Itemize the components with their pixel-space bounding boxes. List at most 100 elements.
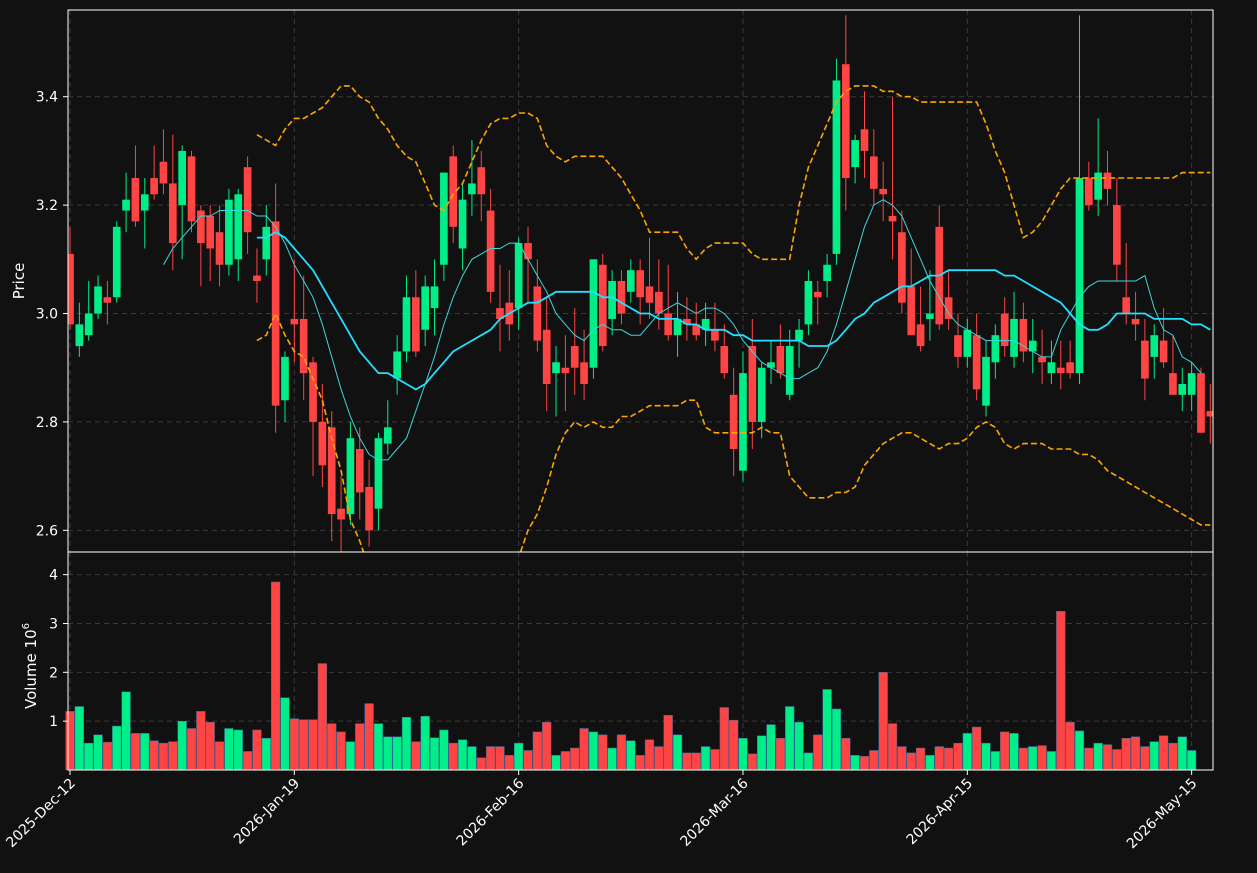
volume-bar (308, 719, 318, 771)
volume-bar (448, 742, 458, 771)
candle-body (1113, 205, 1121, 265)
price-tick-label: 3.2 (36, 198, 58, 214)
candle-body (1169, 373, 1177, 395)
candle-body (112, 226, 121, 298)
volume-bar (682, 752, 692, 771)
volume-bar (1168, 742, 1178, 771)
volume-bar (691, 752, 701, 771)
candle-body (598, 264, 607, 347)
volume-bar (280, 697, 290, 771)
volume-bar (831, 708, 842, 771)
volume-bar (420, 716, 430, 771)
price-tick-label: 3.4 (36, 90, 58, 106)
volume-bar (878, 672, 888, 771)
volume-bar (457, 739, 468, 771)
candle-body (561, 367, 570, 374)
candle-body (1028, 340, 1037, 352)
candle-body (982, 356, 990, 406)
volume-bar (747, 753, 757, 771)
volume-bar (598, 734, 608, 771)
volume-bar (355, 723, 365, 771)
volume-bar (121, 691, 131, 771)
volume-bar (1102, 744, 1113, 771)
volume-bar (140, 733, 150, 771)
volume-bar (1130, 736, 1141, 771)
volume-bar (242, 751, 253, 771)
candle-body (449, 156, 458, 227)
volume-bar (719, 707, 729, 771)
volume-bar (476, 757, 486, 771)
candle-body (533, 286, 542, 341)
candle-body (954, 335, 962, 357)
candle-body (711, 329, 719, 341)
candle-body (243, 167, 252, 233)
candle-body (75, 324, 84, 347)
candle-body (683, 318, 691, 325)
candle-body (823, 264, 831, 281)
volume-bar (1028, 746, 1038, 771)
volume-bar (607, 747, 617, 771)
candle-body (1122, 297, 1131, 314)
volume-bar (1065, 721, 1075, 771)
volume-bar (186, 728, 197, 771)
volume-bar (700, 746, 711, 771)
candle-body (608, 281, 616, 319)
volume-bar (869, 750, 879, 771)
candle-body (926, 313, 934, 319)
volume-bar (130, 733, 141, 771)
candle-body (580, 362, 588, 384)
candle-body (916, 324, 925, 347)
candle-body (477, 167, 486, 195)
candle-body (421, 286, 430, 330)
volume-bar (803, 752, 814, 771)
candle-body (785, 346, 794, 395)
volume-bar (953, 742, 963, 771)
volume-bar (345, 741, 356, 771)
volume-label-base: Volume 10 (22, 629, 40, 709)
candle-body (1103, 172, 1112, 189)
volume-bar (467, 746, 477, 771)
volume-bar (429, 737, 440, 771)
candle-body (1131, 318, 1140, 325)
candle-body (290, 318, 299, 325)
volume-bar (205, 721, 215, 771)
volume-tick-label: 3 (49, 616, 58, 632)
candle-body (888, 215, 897, 222)
price-tick-label: 2.6 (36, 523, 58, 539)
volume-bar (925, 755, 935, 771)
volume-bar (785, 706, 795, 771)
candle-body (159, 161, 168, 184)
candle-body (393, 351, 401, 379)
volume-bar (327, 723, 337, 771)
candle-body (542, 329, 551, 384)
candle-body (84, 313, 93, 336)
volume-bar (1046, 751, 1057, 771)
candle-body (215, 232, 224, 265)
volume-bar (1093, 742, 1103, 771)
candle-body (486, 210, 495, 292)
volume-bar (813, 734, 823, 771)
volume-bar (289, 718, 299, 771)
volume-bar (158, 742, 169, 771)
candle-body (898, 232, 906, 303)
volume-y-ticks: 1 2 3 4 (49, 568, 68, 730)
candle-body (748, 346, 757, 422)
candle-body (767, 362, 775, 368)
volume-bar (588, 731, 599, 771)
volume-bar (822, 689, 832, 771)
volume-bar (495, 746, 505, 771)
volume-bar (1187, 750, 1197, 771)
candle-body (365, 486, 373, 531)
candle-body (757, 367, 766, 422)
volume-bar (401, 717, 412, 771)
volume-bar (252, 729, 262, 771)
candle-body (309, 362, 317, 422)
ma-slow-line (256, 231, 1211, 391)
candle-body (701, 318, 710, 330)
candle-body (673, 318, 682, 336)
volume-bar (1056, 611, 1066, 771)
volume-bar (383, 736, 393, 771)
candle-body (430, 286, 439, 309)
candle-body (122, 199, 130, 211)
